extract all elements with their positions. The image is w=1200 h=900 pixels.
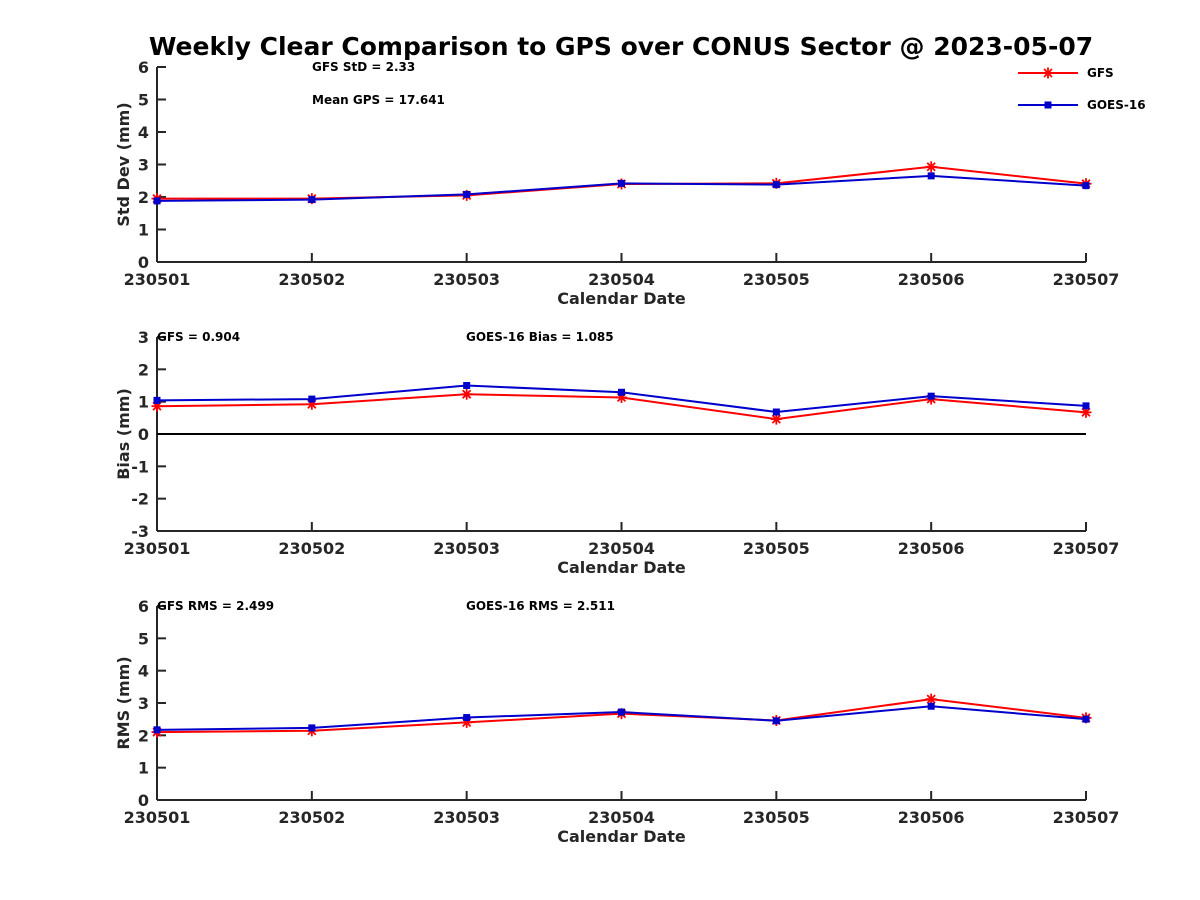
x-axis-label: Calendar Date (557, 558, 686, 577)
data-point (618, 388, 625, 396)
x-axis-label: Calendar Date (557, 289, 686, 308)
stat-annotation: GOES-16 RMS = 2.511 (466, 599, 615, 613)
y-tick-label: 6 (138, 58, 149, 77)
y-tick-label: 6 (138, 597, 149, 616)
data-point (1082, 182, 1090, 190)
series-goes-16 (153, 382, 1090, 416)
y-tick-label: 3 (138, 156, 149, 175)
data-point (463, 714, 471, 722)
x-tick-label: 230504 (588, 808, 655, 827)
x-tick-label: 230505 (743, 270, 810, 289)
y-tick-label: 3 (138, 328, 149, 347)
data-point (308, 395, 316, 403)
y-axis-label: Std Dev (mm) (114, 102, 133, 226)
y-tick-label: -3 (131, 522, 149, 541)
y-tick-label: -1 (131, 457, 149, 476)
x-axis-label: Calendar Date (557, 827, 686, 846)
y-tick-label: 0 (138, 425, 149, 444)
data-point (927, 702, 935, 710)
bias-panel: 230501 230502 230503 230504 230505 230506 2305… (114, 328, 1119, 577)
data-point (463, 190, 471, 198)
data-point (153, 197, 161, 205)
x-tick-label: 230503 (433, 270, 500, 289)
legend-marker (1044, 101, 1052, 109)
data-point (770, 413, 782, 425)
y-tick-label: 1 (138, 759, 149, 778)
chart-title: Weekly Clear Comparison to GPS over CONU… (149, 32, 1093, 61)
y-tick-label: -2 (131, 490, 149, 509)
data-point (461, 388, 473, 400)
rms-panel: 230501 230502 230503 230504 230505 230506 2305… (114, 597, 1119, 846)
stat-annotation: GFS = 0.904 (157, 330, 240, 344)
data-point (772, 408, 780, 416)
y-tick-label: 4 (138, 123, 149, 142)
x-tick-label: 230501 (124, 808, 191, 827)
y-tick-label: 0 (138, 791, 149, 810)
series-gfs (151, 693, 1092, 738)
x-tick-label: 230502 (278, 539, 345, 558)
x-tick-label: 230502 (278, 808, 345, 827)
stat-annotation: Mean GPS = 17.641 (312, 93, 445, 107)
y-tick-label: 5 (138, 91, 149, 110)
data-point (772, 717, 780, 725)
std-dev-panel: 230501 230502 230503 230504 230505 230506 2305… (114, 58, 1119, 308)
legend-entry-gfs: GFS (1018, 66, 1114, 80)
data-point (618, 708, 625, 716)
y-axis-label: Bias (mm) (114, 388, 133, 480)
x-tick-label: 230506 (898, 270, 965, 289)
x-tick-label: 230506 (898, 808, 965, 827)
x-tick-label: 230507 (1053, 539, 1120, 558)
data-point (925, 161, 937, 173)
y-tick-label: 5 (138, 629, 149, 648)
x-tick-label: 230505 (743, 808, 810, 827)
legend-marker (1042, 67, 1054, 79)
stat-annotation: GOES-16 Bias = 1.085 (466, 330, 614, 344)
legend-entry-goes-16: GOES-16 (1018, 98, 1146, 112)
y-tick-label: 1 (138, 393, 149, 412)
x-tick-label: 230501 (124, 539, 191, 558)
legend-label: GFS (1087, 66, 1114, 80)
y-axis-label: RMS (mm) (114, 656, 133, 749)
x-tick-label: 230501 (124, 270, 191, 289)
stat-annotation: GFS RMS = 2.499 (157, 599, 274, 613)
y-tick-label: 1 (138, 221, 149, 240)
stat-annotation: GFS StD = 2.33 (312, 60, 415, 74)
series-goes-16 (153, 172, 1090, 205)
data-point (153, 396, 161, 404)
data-point (618, 179, 625, 187)
x-tick-label: 230503 (433, 539, 500, 558)
x-tick-label: 230504 (588, 270, 655, 289)
legend-label: GOES-16 (1087, 98, 1146, 112)
y-tick-label: 2 (138, 726, 149, 745)
y-tick-label: 0 (138, 253, 149, 272)
data-point (463, 382, 471, 389)
series-goes-16 (153, 702, 1090, 734)
data-point (308, 196, 316, 204)
data-point (927, 172, 935, 180)
y-tick-label: 2 (138, 360, 149, 379)
x-tick-label: 230505 (743, 539, 810, 558)
data-point (1082, 402, 1090, 410)
x-tick-label: 230507 (1053, 270, 1120, 289)
data-point (308, 724, 316, 732)
data-point (772, 181, 780, 189)
y-tick-label: 2 (138, 188, 149, 207)
x-tick-label: 230507 (1053, 808, 1120, 827)
x-tick-label: 230502 (278, 270, 345, 289)
x-tick-label: 230506 (898, 539, 965, 558)
y-tick-label: 3 (138, 694, 149, 713)
data-point (927, 392, 935, 400)
legend: GFS GOES-16 (1018, 66, 1146, 112)
data-point (153, 726, 161, 734)
y-tick-label: 4 (138, 662, 149, 681)
x-tick-label: 230504 (588, 539, 655, 558)
x-tick-label: 230503 (433, 808, 500, 827)
data-point (1082, 715, 1090, 723)
